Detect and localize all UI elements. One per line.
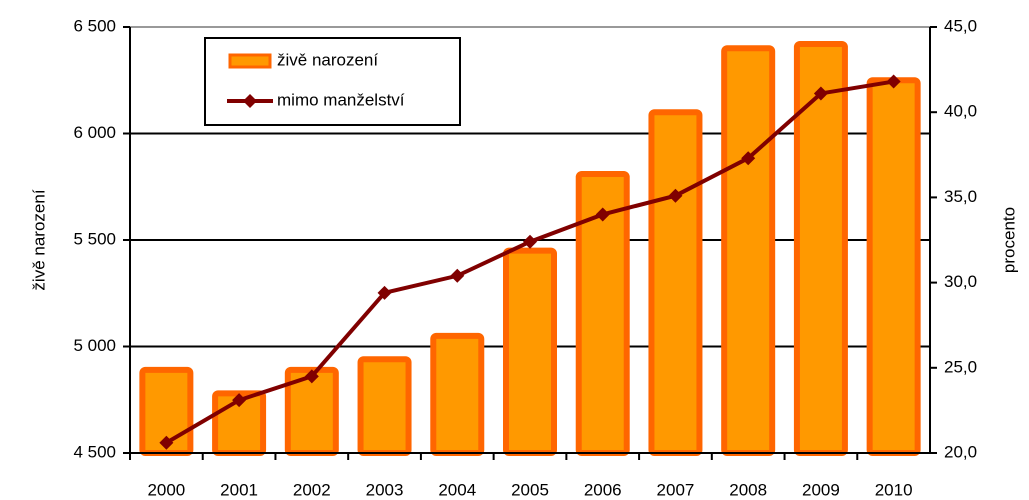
line-marker — [595, 207, 610, 222]
y2-axis-label: procento — [999, 207, 1018, 273]
line-marker — [886, 74, 901, 89]
y2-tick-label: 45,0 — [944, 16, 977, 35]
y2-tick-label: 25,0 — [944, 357, 977, 376]
x-tick-label: 2009 — [802, 480, 840, 499]
line-marker — [304, 369, 319, 384]
line-marker — [232, 393, 247, 408]
line-marker — [377, 285, 392, 300]
bar — [357, 356, 412, 456]
legend-swatch — [228, 53, 272, 69]
y2-tick-label: 20,0 — [944, 442, 977, 461]
x-tick-label: 2000 — [147, 480, 185, 499]
x-tick-label: 2001 — [220, 480, 258, 499]
line-marker — [741, 151, 756, 166]
x-tick-label: 2008 — [729, 480, 767, 499]
x-tick-label: 2002 — [293, 480, 331, 499]
x-tick-label: 2010 — [875, 480, 913, 499]
x-tick-label: 2006 — [584, 480, 622, 499]
y2-tick-label: 40,0 — [944, 102, 977, 121]
line-marker — [450, 268, 465, 283]
legend-label: mimo manželství — [277, 90, 405, 109]
line-marker — [159, 435, 174, 450]
legend-box — [204, 37, 461, 126]
y-tick-label: 6 000 — [73, 123, 116, 142]
legend-label: živě narození — [277, 50, 378, 69]
line-marker — [523, 234, 537, 249]
line-marker — [813, 86, 828, 101]
x-tick-label: 2004 — [438, 480, 476, 499]
y-tick-label: 6 500 — [73, 16, 116, 35]
bar — [793, 41, 848, 456]
bar — [866, 77, 921, 456]
bar — [648, 109, 703, 456]
y2-tick-label: 30,0 — [944, 272, 977, 291]
x-tick-label: 2003 — [366, 480, 404, 499]
x-tick-label: 2007 — [657, 480, 695, 499]
bar — [503, 247, 557, 456]
bar — [721, 45, 776, 457]
y-tick-label: 5 500 — [73, 229, 116, 248]
y-tick-label: 4 500 — [73, 442, 116, 461]
bar — [430, 332, 485, 457]
y-axis-label: živě narození — [29, 189, 48, 290]
line-marker — [668, 188, 683, 203]
x-tick-label: 2005 — [511, 480, 549, 499]
legend-marker — [243, 94, 257, 108]
y2-tick-label: 35,0 — [944, 187, 977, 206]
y-tick-label: 5 000 — [73, 336, 116, 355]
